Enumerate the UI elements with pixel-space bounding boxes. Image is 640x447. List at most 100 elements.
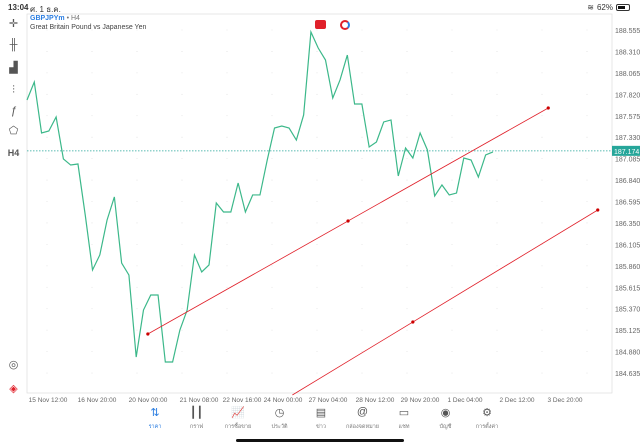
nav-news[interactable]: ▤ ข่าว: [296, 406, 346, 431]
grid-dot: [226, 136, 228, 138]
grid-dot: [91, 244, 93, 245]
grid-dot: [91, 222, 93, 224]
one-click-trading-icon[interactable]: ◈: [9, 383, 18, 395]
grid-dot: [406, 222, 408, 224]
price-tick: 187.820: [615, 92, 640, 99]
grid-dot: [451, 29, 453, 31]
grid-dot: [541, 115, 543, 117]
grid-dot: [91, 201, 93, 202]
bottom-nav: ⇅ ราคา ┃┃ กราฟ 📈 การซื้อขาย ◷ ประวัติ ▤ ข่าว @ กล่อ…: [0, 404, 640, 447]
objects-icon[interactable]: ⬠: [8, 125, 19, 137]
grid-dot: [451, 222, 453, 224]
grid-dot: [361, 51, 363, 52]
grid-dot: [46, 265, 48, 267]
grid-dot: [136, 201, 138, 202]
trendline-anchor: [546, 106, 550, 110]
grid-dot: [361, 351, 363, 352]
nav-trade[interactable]: 📈 การซื้อขาย: [213, 406, 263, 431]
grid-dot: [46, 372, 48, 374]
nav-label: กล่องจดหมาย: [345, 424, 380, 430]
grid-dot: [541, 179, 543, 181]
grid-dot: [361, 29, 363, 31]
grid-dot: [541, 265, 543, 267]
grid-dot: [136, 244, 138, 245]
grid-dot: [361, 115, 363, 117]
nav-mailbox[interactable]: @ กล่องจดหมาย: [338, 406, 388, 431]
nav-settings[interactable]: ⚙ การตั้งค่า: [462, 406, 512, 431]
depth-icon[interactable]: [340, 20, 350, 30]
grid-dot: [271, 115, 273, 117]
price-tick: 186.840: [615, 178, 640, 185]
grid-dot: [226, 265, 228, 267]
account-icon: ◉: [440, 407, 451, 419]
battery-percent: 62%: [596, 3, 613, 12]
grid-dot: [316, 51, 318, 52]
grid-dot: [271, 222, 273, 224]
trade-levels-icon[interactable]: [315, 20, 326, 29]
grid-dot: [586, 372, 588, 374]
grid-dot: [316, 72, 318, 74]
price-tick: 188.065: [615, 71, 640, 78]
grid-dot: [451, 351, 453, 352]
status-bar: 13:04 ศ. 1 ธ.ค. ≋ 62%: [0, 0, 640, 14]
trendline: [292, 209, 598, 396]
grid-dot: [586, 329, 588, 331]
crosshair-icon[interactable]: ✛: [8, 18, 19, 30]
bar-chart-icon[interactable]: ▟: [9, 62, 18, 74]
price-tick: 186.105: [615, 242, 640, 249]
grid-dot: [586, 244, 588, 245]
grid-dot: [361, 329, 363, 331]
grid-dot: [46, 158, 48, 160]
grid-dot: [91, 93, 93, 95]
nav-chat[interactable]: ▭ แชท: [379, 406, 429, 431]
candles-icon[interactable]: ╫: [9, 39, 18, 51]
nav-quotes[interactable]: ⇅ ราคา: [130, 406, 180, 431]
grid-dot: [271, 201, 273, 202]
grid-dot: [361, 265, 363, 267]
price-tick: 184.635: [615, 371, 640, 378]
grid-dot: [361, 372, 363, 374]
grid-dot: [541, 351, 543, 352]
function-icon[interactable]: ƒ: [10, 105, 17, 117]
time-tick: 22 Nov 16:00: [223, 397, 262, 404]
current-price-badge: [612, 145, 640, 156]
grid-dot: [46, 115, 48, 117]
grid-dot: [46, 286, 48, 288]
price-tick: 186.595: [615, 200, 640, 207]
grid-dot: [226, 158, 228, 160]
grid-dot: [406, 308, 408, 310]
grid-dot: [181, 72, 183, 74]
price-tick: 187.085: [615, 157, 640, 164]
grid-dot: [226, 72, 228, 74]
grid-dot: [406, 72, 408, 74]
timeframe-button[interactable]: H4: [7, 148, 20, 158]
grid-dot: [136, 93, 138, 95]
grid-dot: [181, 136, 183, 138]
grid-dot: [226, 51, 228, 52]
grid-dot: [271, 72, 273, 74]
grid-dot: [271, 351, 273, 352]
grid-dot: [316, 351, 318, 352]
zoom-icon[interactable]: ◎: [8, 359, 19, 371]
grid-dot: [496, 72, 498, 74]
grid-dot: [271, 29, 273, 31]
grid-dot: [541, 136, 543, 138]
grid-dot: [136, 329, 138, 331]
symbol[interactable]: GBPJPYm: [30, 15, 65, 22]
grid-dot: [271, 93, 273, 95]
price-chart[interactable]: 188.555 188.310 188.065 187.820 187.575 187.3…: [0, 0, 640, 404]
time-tick: 27 Nov 04:00: [309, 397, 348, 404]
grid-dot: [226, 29, 228, 31]
grid-dot: [541, 286, 543, 288]
grid-dot: [91, 351, 93, 352]
grid-dot: [136, 179, 138, 181]
nav-chart[interactable]: ┃┃ กราฟ: [172, 406, 222, 431]
price-tick: 186.350: [615, 221, 640, 228]
nav-history[interactable]: ◷ ประวัติ: [255, 406, 305, 431]
grid-dot: [271, 329, 273, 331]
grid-dot: [361, 72, 363, 74]
grid-dot: [496, 179, 498, 181]
nav-account[interactable]: ◉ บัญชี: [421, 406, 471, 431]
indicators-icon[interactable]: ⫶: [12, 84, 15, 96]
grid-dot: [181, 308, 183, 310]
